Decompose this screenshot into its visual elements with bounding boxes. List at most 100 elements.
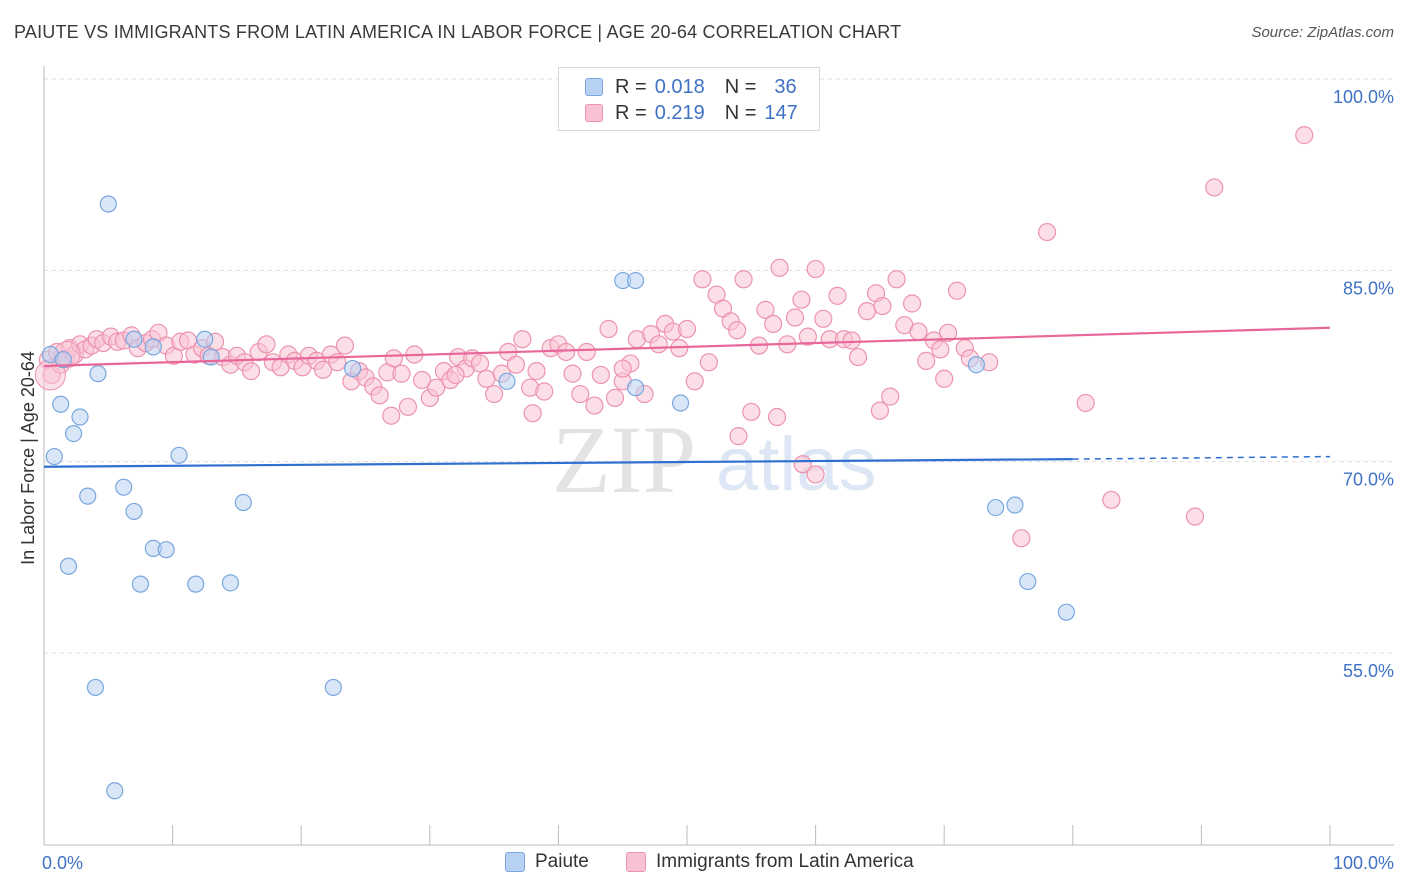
latam-point <box>909 322 928 341</box>
y-axis-title: In Labor Force | Age 20-64 <box>18 351 38 565</box>
latam-point <box>685 372 704 391</box>
paiute-point <box>324 678 342 697</box>
latam-point <box>427 378 446 397</box>
paiute-trend-line <box>43 458 1073 468</box>
legend-n-value: 147 <box>764 101 798 124</box>
series-legend-latam: Immigrants from Latin America <box>626 851 914 873</box>
legend-n-label: N = <box>724 75 757 98</box>
paiute-point <box>157 541 175 559</box>
paiute-point <box>221 574 240 592</box>
latam-point <box>734 270 753 289</box>
latam-point <box>477 369 496 388</box>
latam-point <box>398 397 418 416</box>
latam-point <box>828 286 847 305</box>
paiute-point <box>131 575 150 593</box>
series-label-latam: Immigrants from Latin America <box>656 851 914 872</box>
latam-point <box>792 290 811 309</box>
latam-point <box>699 353 718 372</box>
latam-point <box>729 427 748 446</box>
paiute-point <box>170 446 188 464</box>
latam-point <box>857 302 877 321</box>
legend-n-label: N = <box>724 101 757 124</box>
paiute-point <box>54 351 72 369</box>
paiute-point <box>99 195 117 213</box>
latam-point <box>931 340 950 359</box>
latam-point <box>742 402 761 422</box>
latam-point <box>1185 507 1205 526</box>
legend-n-value: 36 <box>774 75 797 98</box>
latam-point <box>523 404 542 423</box>
latam-point <box>848 347 868 367</box>
paiute-point <box>59 557 78 575</box>
paiute-point <box>196 330 214 348</box>
paiute-point <box>967 356 985 374</box>
latam-point <box>577 342 596 362</box>
series-label-paiute: Paiute <box>535 851 589 872</box>
latam-point <box>806 465 825 484</box>
latam-point <box>1076 393 1095 413</box>
legend-r-label: R = <box>615 75 647 98</box>
latam-point <box>756 300 775 319</box>
latam-trend-line <box>43 326 1331 368</box>
latam-point <box>870 401 890 420</box>
paiute-point <box>89 365 107 383</box>
trend-lines <box>43 326 1331 468</box>
latam-point <box>693 270 712 289</box>
latam-point <box>917 351 936 370</box>
watermark: ZIP atlas <box>552 406 877 513</box>
paiute-point <box>1057 603 1075 621</box>
paiute-point <box>125 502 143 521</box>
paiute-point <box>344 359 362 378</box>
latam-point <box>446 365 465 385</box>
latam-point <box>513 330 532 349</box>
y-tick-label: 100.0% <box>1333 87 1394 107</box>
latam-point <box>382 406 401 425</box>
paiute-point <box>202 348 220 366</box>
y-tick-labels: 55.0% 70.0% 85.0% 100.0% <box>1333 87 1394 681</box>
latam-point <box>557 342 576 362</box>
paiute-point <box>626 379 645 397</box>
series-swatch-paiute <box>505 852 525 872</box>
y-tick-label: 55.0% <box>1343 661 1394 681</box>
latam-point <box>613 359 632 378</box>
latam-point <box>767 407 787 427</box>
latam-point <box>1037 222 1057 242</box>
paiute-point <box>64 425 83 443</box>
legend-r-value: 0.219 <box>654 101 705 124</box>
latam-point <box>571 384 590 404</box>
latam-point <box>506 355 526 374</box>
latam-point <box>935 369 954 388</box>
latam-point <box>370 386 389 405</box>
legend-r-label: R = <box>615 101 647 124</box>
paiute-point <box>1006 496 1024 514</box>
latam-point <box>938 323 958 342</box>
latam-point <box>881 387 900 406</box>
latam-point <box>873 296 892 316</box>
series-legend-paiute: Paiute <box>505 851 589 873</box>
latam-point <box>384 349 403 368</box>
latam-point <box>842 331 861 350</box>
latam-point <box>947 281 967 300</box>
paiute-point <box>671 394 690 412</box>
latam-point <box>649 335 668 354</box>
paiute-point <box>86 678 105 697</box>
latam-point <box>241 362 261 381</box>
paiute-point <box>626 271 645 290</box>
stats-legend: R = 0.018 N = 36 R = 0.219 N = 147 <box>558 67 820 131</box>
paiute-point <box>115 478 133 496</box>
latam-point <box>335 336 355 355</box>
latam-point <box>902 294 922 313</box>
legend-row-latam: R = 0.219 N = 147 <box>585 100 798 126</box>
paiute-point <box>987 498 1005 517</box>
y-tick-label: 70.0% <box>1343 470 1394 490</box>
latam-point <box>585 396 604 415</box>
watermark-zip: ZIP <box>552 406 696 513</box>
latam-point <box>313 360 333 379</box>
series-swatch-latam <box>626 852 646 872</box>
latam-point <box>563 364 582 383</box>
legend-r-value: 0.018 <box>654 75 705 98</box>
legend-swatch-latam <box>585 104 603 122</box>
latam-point <box>728 321 747 340</box>
paiute-point <box>106 782 124 800</box>
